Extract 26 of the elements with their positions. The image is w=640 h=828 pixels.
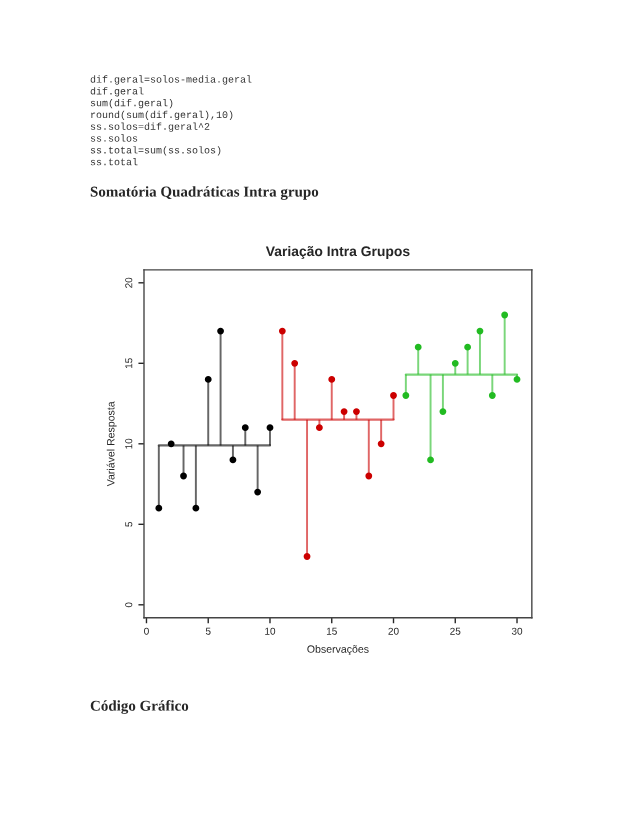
point bbox=[488, 392, 496, 399]
point bbox=[451, 359, 459, 367]
point bbox=[377, 440, 385, 448]
point bbox=[353, 408, 360, 416]
point bbox=[180, 472, 187, 480]
point bbox=[402, 392, 410, 399]
point bbox=[217, 327, 224, 335]
point bbox=[254, 488, 262, 496]
point bbox=[328, 376, 336, 383]
point bbox=[439, 408, 447, 416]
point bbox=[291, 359, 299, 367]
point bbox=[266, 424, 274, 432]
point bbox=[155, 504, 163, 512]
point bbox=[414, 343, 422, 351]
point bbox=[204, 376, 212, 383]
point bbox=[501, 311, 509, 319]
point bbox=[464, 343, 472, 351]
point bbox=[427, 456, 434, 464]
point bbox=[303, 553, 311, 560]
point bbox=[315, 424, 323, 432]
point bbox=[241, 424, 249, 432]
point bbox=[278, 327, 286, 335]
point bbox=[365, 472, 373, 480]
point bbox=[390, 392, 397, 399]
point bbox=[192, 504, 200, 512]
point bbox=[340, 408, 348, 416]
